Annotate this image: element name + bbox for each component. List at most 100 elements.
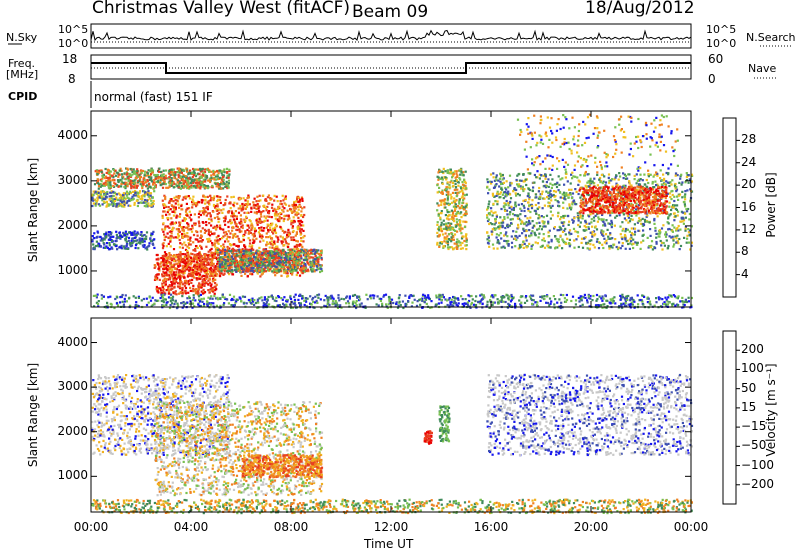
power-echo-band [257,254,260,257]
power-echo-band [102,184,105,187]
power-echo-band [253,227,256,230]
power-echo-band [301,272,304,275]
power-echo-band [295,260,299,263]
power-echo-band [272,256,276,259]
power-echo-band [239,197,242,201]
power-ground-scatter [491,303,494,307]
power-echo-band [320,269,324,273]
power-echo-band [153,266,156,269]
power-echo-band [183,232,186,235]
power-echo-band [191,178,194,181]
power-echo-band [180,270,183,273]
power-echo-band [260,221,263,224]
power-ground-scatter [297,298,300,301]
power-echo-band [119,203,122,206]
power-echo-band [244,203,247,206]
power-echo-band [184,217,188,221]
power-echo-band [198,225,201,228]
power-echo-band [298,222,301,225]
power-echo-band [107,238,110,241]
power-ground-scatter [316,301,319,304]
power-echo-band [297,219,300,223]
power-echo-band [203,291,207,294]
power-ground-scatter [171,295,175,298]
power-echo-band [231,273,234,276]
power-echo-band [233,262,236,265]
power-echo-band [199,185,202,188]
power-echo-band [172,271,175,274]
power-echo-band [210,287,213,290]
power-echo-band [294,207,297,210]
power-echo-band [198,263,201,266]
power-echo-band [131,170,134,173]
power-echo-band [109,199,112,203]
power-ground-scatter [423,301,426,304]
power-echo-band [216,212,219,216]
power-echo-band [157,170,160,173]
power-ground-scatter [528,295,531,298]
power-echo-band [280,259,283,262]
power-echo-band [191,175,194,179]
power-echo-band [239,218,242,221]
power-echo-band [315,260,318,263]
power-echo-band [184,292,188,295]
power-echo-band [92,190,95,193]
power-echo-band [196,246,199,249]
power-echo-band [116,198,119,201]
power-echo-band [239,204,242,207]
power-ground-scatter [492,301,495,304]
power-echo-band [154,174,157,177]
power-echo-band [222,174,225,177]
power-echo-band [179,278,182,281]
power-echo-band [278,253,281,256]
power-echo-band [251,257,254,261]
power-echo-band [158,265,161,268]
freq-tick-high: 18 [62,52,78,66]
power-ground-scatter [546,295,549,298]
power-echo-band [207,228,210,231]
power-echo-band [142,245,145,248]
power-echo-band [201,170,204,173]
power-ground-scatter [587,295,590,298]
power-echo-band [201,183,204,186]
power-echo-band [191,269,195,272]
power-echo-band [258,233,261,236]
power-echo-band [212,275,215,278]
power-echo-band [297,208,300,211]
power-echo-band [296,271,299,274]
power-echo-band [115,205,118,208]
power-ground-scatter [461,298,464,301]
power-ground-scatter [221,295,224,298]
power-echo-band [252,235,255,238]
power-echo-band [139,242,142,245]
power-ground-scatter [345,295,349,298]
power-echo-band [279,235,282,238]
power-echo-band [105,236,108,239]
power-echo-band [207,289,210,292]
power-echo-band [199,236,202,240]
power-echo-band [257,199,260,203]
power-ground-scatter [97,300,100,303]
power-ground-scatter [263,298,266,301]
power-ground-scatter [292,302,295,305]
power-ground-scatter [648,300,652,303]
power-echo-band [223,183,226,186]
power-echo-band [143,179,146,182]
power-echo-band [197,181,200,184]
power-echo-band [116,184,119,187]
power-echo-band [163,233,166,236]
power-echo-band [187,291,190,294]
power-echo-band [221,170,224,173]
power-echo-band [104,181,107,184]
power-echo-band [276,218,279,221]
power-echo-band [196,186,199,189]
power-echo-band [172,206,175,209]
power-echo-band [216,170,219,173]
power-ground-scatter [261,299,264,302]
power-ground-scatter [257,301,260,304]
power-echo-band [146,187,149,190]
power-echo-band [195,184,198,187]
power-ground-scatter [510,293,513,297]
power-echo-band [233,214,236,217]
power-echo-band [278,259,281,263]
